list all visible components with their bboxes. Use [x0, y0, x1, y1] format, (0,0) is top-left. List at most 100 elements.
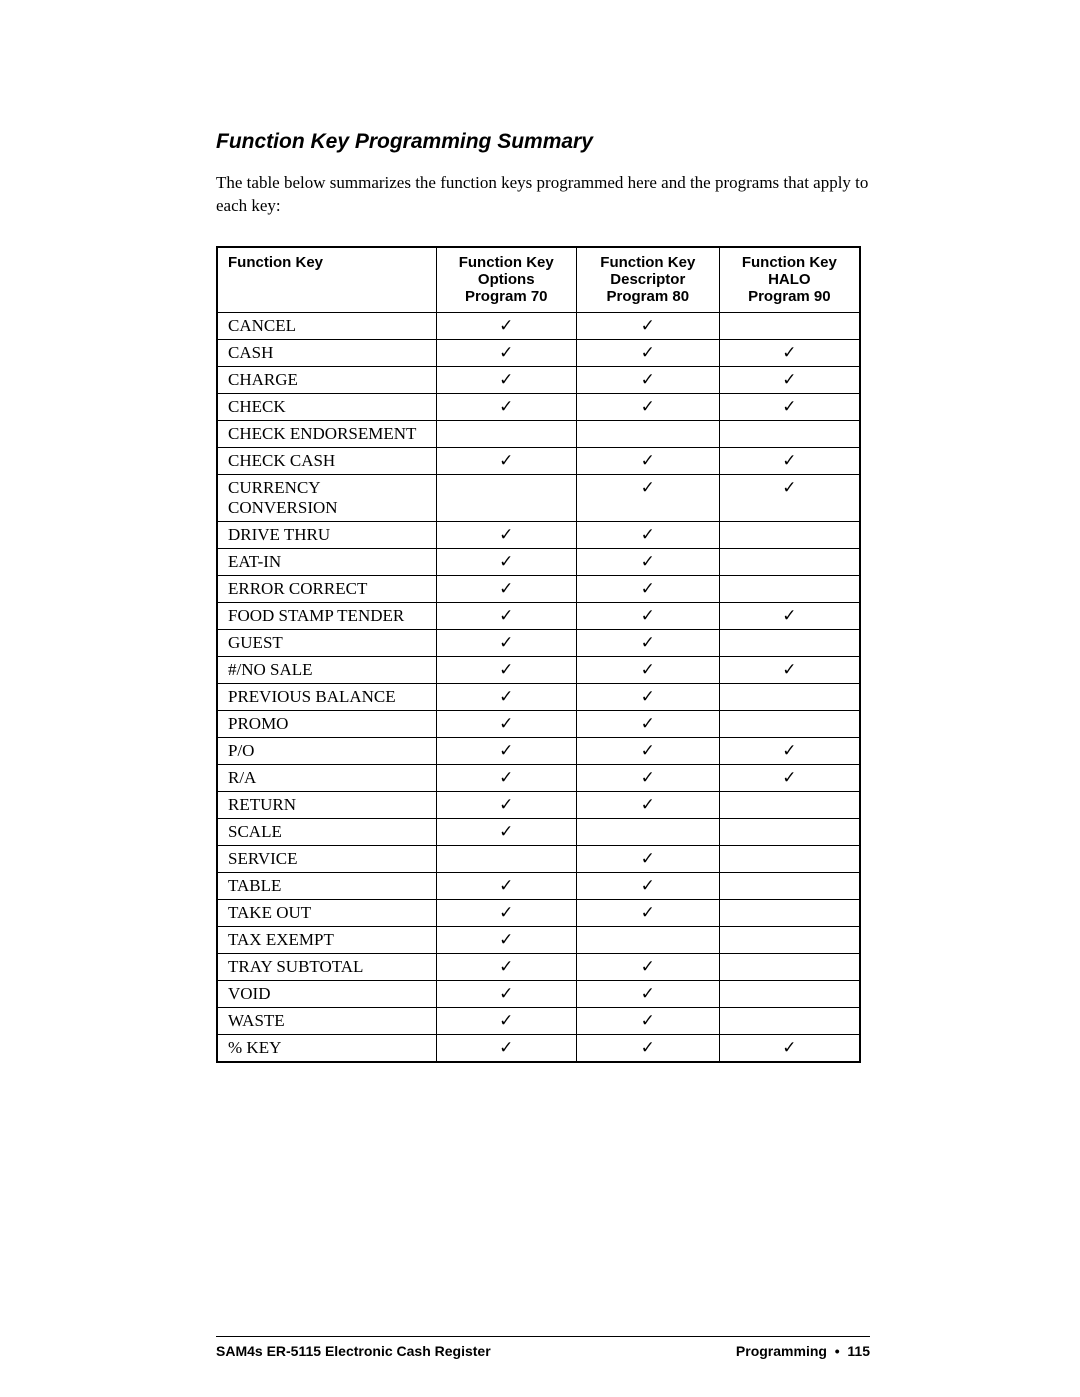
checkmark-cell: ✓ [436, 737, 576, 764]
function-key-name: ERROR CORRECT [217, 575, 436, 602]
checkmark-cell: ✓ [436, 575, 576, 602]
check-icon: ✓ [499, 343, 513, 362]
check-icon: ✓ [499, 1038, 513, 1057]
table-row: SERVICE ✓ [217, 845, 860, 872]
table-row: VOID✓✓ [217, 980, 860, 1007]
col-header-halo: Function Key HALO Program 90 [719, 247, 860, 312]
check-icon: ✓ [641, 552, 655, 571]
check-icon: ✓ [499, 957, 513, 976]
check-icon: ✓ [499, 633, 513, 652]
check-icon: ✓ [782, 1038, 796, 1057]
function-key-name: FOOD STAMP TENDER [217, 602, 436, 629]
check-icon: ✓ [499, 370, 513, 389]
check-icon: ✓ [641, 768, 655, 787]
col-header-line: Descriptor [585, 271, 711, 288]
function-key-name: VOID [217, 980, 436, 1007]
check-icon: ✓ [641, 957, 655, 976]
function-key-name: CURRENCY CONVERSION [217, 474, 436, 521]
table-row: CHARGE✓✓✓ [217, 366, 860, 393]
checkmark-cell: ✓ [436, 393, 576, 420]
check-icon: ✓ [641, 903, 655, 922]
function-key-name: PREVIOUS BALANCE [217, 683, 436, 710]
section-title: Function Key Programming Summary [216, 130, 870, 154]
checkmark-cell: ✓ [719, 1034, 860, 1062]
checkmark-cell: ✓ [576, 1034, 719, 1062]
check-icon: ✓ [499, 687, 513, 706]
function-key-name: #/NO SALE [217, 656, 436, 683]
table-row: CHECK✓✓✓ [217, 393, 860, 420]
check-icon: ✓ [499, 741, 513, 760]
checkmark-cell: ✓ [576, 764, 719, 791]
checkmark-cell [719, 953, 860, 980]
checkmark-cell: ✓ [576, 980, 719, 1007]
checkmark-cell [719, 1007, 860, 1034]
table-row: TAKE OUT✓✓ [217, 899, 860, 926]
function-key-name: CHECK [217, 393, 436, 420]
table-row: TAX EXEMPT✓ [217, 926, 860, 953]
check-icon: ✓ [499, 451, 513, 470]
check-icon: ✓ [782, 660, 796, 679]
check-icon: ✓ [499, 397, 513, 416]
checkmark-cell: ✓ [436, 683, 576, 710]
table-row: % KEY ✓ ✓ ✓ [217, 1034, 860, 1062]
function-key-name: PROMO [217, 710, 436, 737]
check-icon: ✓ [499, 822, 513, 841]
col-header-descriptor: Function Key Descriptor Program 80 [576, 247, 719, 312]
check-icon: ✓ [641, 343, 655, 362]
function-key-name: CANCEL [217, 312, 436, 339]
table-row: CHECK ENDORSEMENT [217, 420, 860, 447]
checkmark-cell: ✓ [436, 710, 576, 737]
check-icon: ✓ [641, 397, 655, 416]
table-row: FOOD STAMP TENDER✓✓✓ [217, 602, 860, 629]
checkmark-cell: ✓ [436, 312, 576, 339]
footer-left: SAM4s ER-5115 Electronic Cash Register [216, 1343, 491, 1359]
checkmark-cell [719, 818, 860, 845]
checkmark-cell: ✓ [719, 474, 860, 521]
table-row: RETURN ✓ ✓ [217, 791, 860, 818]
function-key-name: TAKE OUT [217, 899, 436, 926]
check-icon: ✓ [499, 525, 513, 544]
function-key-table: Function Key Function Key Options Progra… [216, 246, 861, 1063]
check-icon: ✓ [641, 633, 655, 652]
checkmark-cell: ✓ [576, 366, 719, 393]
checkmark-cell: ✓ [576, 393, 719, 420]
function-key-name: SERVICE [217, 845, 436, 872]
checkmark-cell: ✓ [576, 312, 719, 339]
check-icon: ✓ [499, 660, 513, 679]
check-icon: ✓ [782, 451, 796, 470]
checkmark-cell: ✓ [576, 575, 719, 602]
col-header-line: Program 70 [445, 288, 568, 305]
function-key-name: RETURN [217, 791, 436, 818]
check-icon: ✓ [641, 1038, 655, 1057]
checkmark-cell: ✓ [576, 602, 719, 629]
col-header-line: Options [445, 271, 568, 288]
col-header-line: Function Key [445, 254, 568, 271]
table-row: SCALE✓ [217, 818, 860, 845]
checkmark-cell: ✓ [436, 656, 576, 683]
checkmark-cell [576, 818, 719, 845]
check-icon: ✓ [499, 795, 513, 814]
col-header-line: Function Key [585, 254, 711, 271]
table-row: CHECK CASH✓✓✓ [217, 447, 860, 474]
check-icon: ✓ [499, 714, 513, 733]
check-icon: ✓ [641, 478, 655, 497]
check-icon: ✓ [641, 849, 655, 868]
function-key-name: TABLE [217, 872, 436, 899]
check-icon: ✓ [641, 606, 655, 625]
checkmark-cell [719, 575, 860, 602]
checkmark-cell: ✓ [576, 791, 719, 818]
col-header-line: HALO [728, 271, 851, 288]
function-key-name: % KEY [217, 1034, 436, 1062]
checkmark-cell [719, 926, 860, 953]
checkmark-cell [719, 683, 860, 710]
checkmark-cell: ✓ [436, 953, 576, 980]
checkmark-cell: ✓ [436, 1007, 576, 1034]
col-header-line: Program 90 [728, 288, 851, 305]
checkmark-cell [719, 845, 860, 872]
col-header-function-key: Function Key [217, 247, 436, 312]
check-icon: ✓ [782, 370, 796, 389]
checkmark-cell: ✓ [719, 339, 860, 366]
table-row: #/NO SALE✓✓✓ [217, 656, 860, 683]
checkmark-cell: ✓ [436, 447, 576, 474]
table-row: DRIVE THRU✓✓ [217, 521, 860, 548]
